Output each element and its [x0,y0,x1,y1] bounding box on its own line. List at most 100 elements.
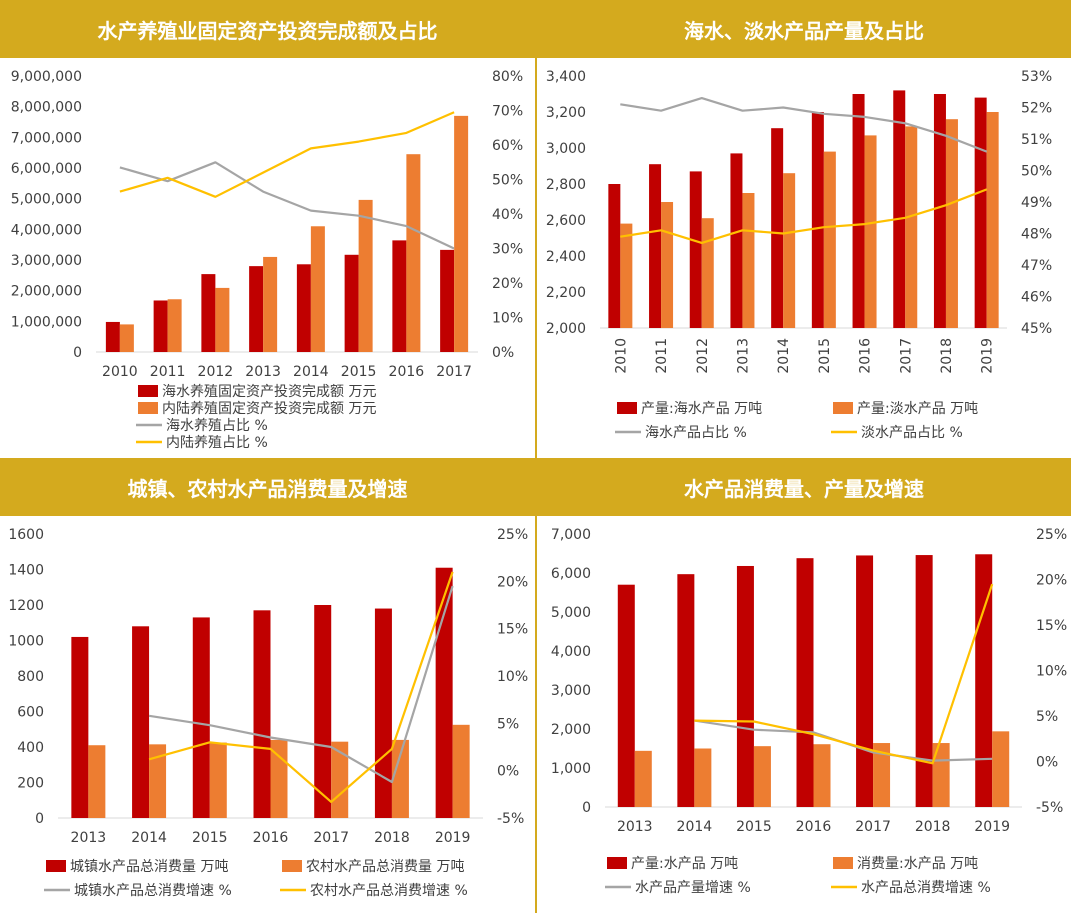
y-tick-label: 3,000 [551,683,591,699]
x-tick-label: 2013 [245,364,281,380]
chart-title: 城镇、农村水产品消费量及增速 [0,458,535,516]
y-tick-label: 0 [35,811,44,827]
y2-tick-label: 10% [492,311,523,327]
legend-label: 消费量:水产品 万吨 [857,856,978,872]
bar-series2 [263,256,278,352]
x-tick-label: 2012 [198,364,234,380]
y-tick-label: 5,000 [551,605,591,621]
y2-tick-label: 0% [492,345,514,361]
x-tick-label: 2014 [677,819,713,835]
y-tick-label: 3,000,000 [11,253,82,269]
y-tick-label: 1600 [8,527,44,543]
legend-swatch [617,402,637,414]
bar-series1 [192,617,210,818]
y-tick-label: 7,000,000 [11,130,82,146]
y2-tick-label: 50% [1021,164,1052,180]
bar-series2 [986,112,999,328]
x-tick-label: 2019 [435,830,471,846]
legend-label: 农村水产品总消费量 万吨 [306,859,464,875]
bar-series1 [796,558,814,807]
y2-tick-label: 25% [497,527,528,543]
bar-series1 [105,321,120,352]
legend-label: 淡水产品占比 % [861,425,963,441]
legend-label: 海水产品占比 % [645,425,747,441]
bar-series2 [215,287,230,352]
y-tick-label: 800 [17,669,44,685]
y2-tick-label: 80% [492,69,523,85]
x-tick-label: 2017 [898,338,914,374]
bar-series2 [945,119,958,328]
y2-tick-label: 5% [1036,709,1058,725]
legend-swatch [138,385,158,397]
x-tick-label: 2015 [817,338,833,374]
bar-series2 [694,748,712,807]
legend-label: 产量:水产品 万吨 [631,856,738,872]
x-tick-label: 2014 [776,338,792,374]
panel-investment: 水产养殖业固定资产投资完成额及占比 9,000,000 8,000,000 7,00… [0,0,535,455]
legend-swatch [607,857,627,869]
x-tick-label: 2017 [855,819,891,835]
y2-tick-label: -5% [497,811,524,827]
x-tick-label: 2015 [736,819,772,835]
legend-label: 内陆养殖占比 % [166,434,268,451]
bar-series2 [992,731,1010,807]
legend-label: 海水养殖固定资产投资完成额 万元 [162,383,376,400]
line-series3 [620,96,988,153]
bar-series1 [201,274,216,352]
y-tick-label: 2,400 [546,249,586,265]
bar-series1 [689,171,702,328]
y2-tick-label: 25% [1036,527,1067,543]
vertical-divider [535,0,537,913]
x-tick-label: 2016 [253,830,289,846]
bar-series1 [296,264,311,352]
y-tick-label: 1,000,000 [11,314,82,330]
bar-series2 [391,739,409,818]
bar-series1 [649,164,662,328]
legend-label: 水产品产量增速 % [635,880,751,896]
legend-label: 水产品总消费增速 % [861,880,991,896]
y2-tick-label: 51% [1021,132,1052,148]
x-tick-label: 2017 [436,364,472,380]
bar-series1 [617,584,635,807]
y2-tick-label: 70% [492,104,523,120]
bar-series1 [975,554,993,807]
x-tick-label: 2015 [341,364,377,380]
y-tick-label: 6,000 [551,566,591,582]
y-tick-label: 2,000 [546,321,586,337]
y-tick-label: 1400 [8,563,44,579]
bar-series1 [440,249,455,352]
y-tick-label: 6,000,000 [11,161,82,177]
y-tick-label: 400 [17,740,44,756]
bar-series1 [915,555,933,807]
y-tick-label: 2,000 [551,722,591,738]
x-tick-label: 2014 [131,830,167,846]
line-series3 [119,161,455,250]
y2-tick-label: 50% [492,173,523,189]
x-tick-label: 2016 [858,338,874,374]
y-tick-label: 2,600 [546,213,586,229]
bar-series1 [856,555,874,807]
bar-series1 [677,574,695,807]
bar-series2 [167,299,182,352]
y2-tick-label: 40% [492,207,523,223]
legend-swatch [833,402,853,414]
chart-production: 3,400 3,200 3,000 2,800 2,600 2,400 2,200 2,000… [546,69,1052,441]
bar-series1 [249,266,264,352]
bar-series2 [310,226,325,352]
bar-series1 [71,636,89,818]
bar-series2 [358,199,373,352]
y-tick-label: 3,200 [546,105,586,121]
y2-tick-label: 52% [1021,101,1052,117]
legend-label: 城镇水产品总消费量 万吨 [70,859,228,875]
chart-title: 水产养殖业固定资产投资完成额及占比 [0,0,535,58]
y-tick-label: 7,000 [551,527,591,543]
y-tick-label: 3,400 [546,69,586,85]
x-tick-label: 2016 [389,364,425,380]
y2-tick-label: 0% [1036,755,1058,771]
y-tick-label: 1200 [8,598,44,614]
line-series4 [148,571,454,803]
bar-series1 [344,254,359,352]
legend-swatch [46,860,66,872]
bar-series2 [661,202,674,328]
bar-series1 [933,94,946,328]
